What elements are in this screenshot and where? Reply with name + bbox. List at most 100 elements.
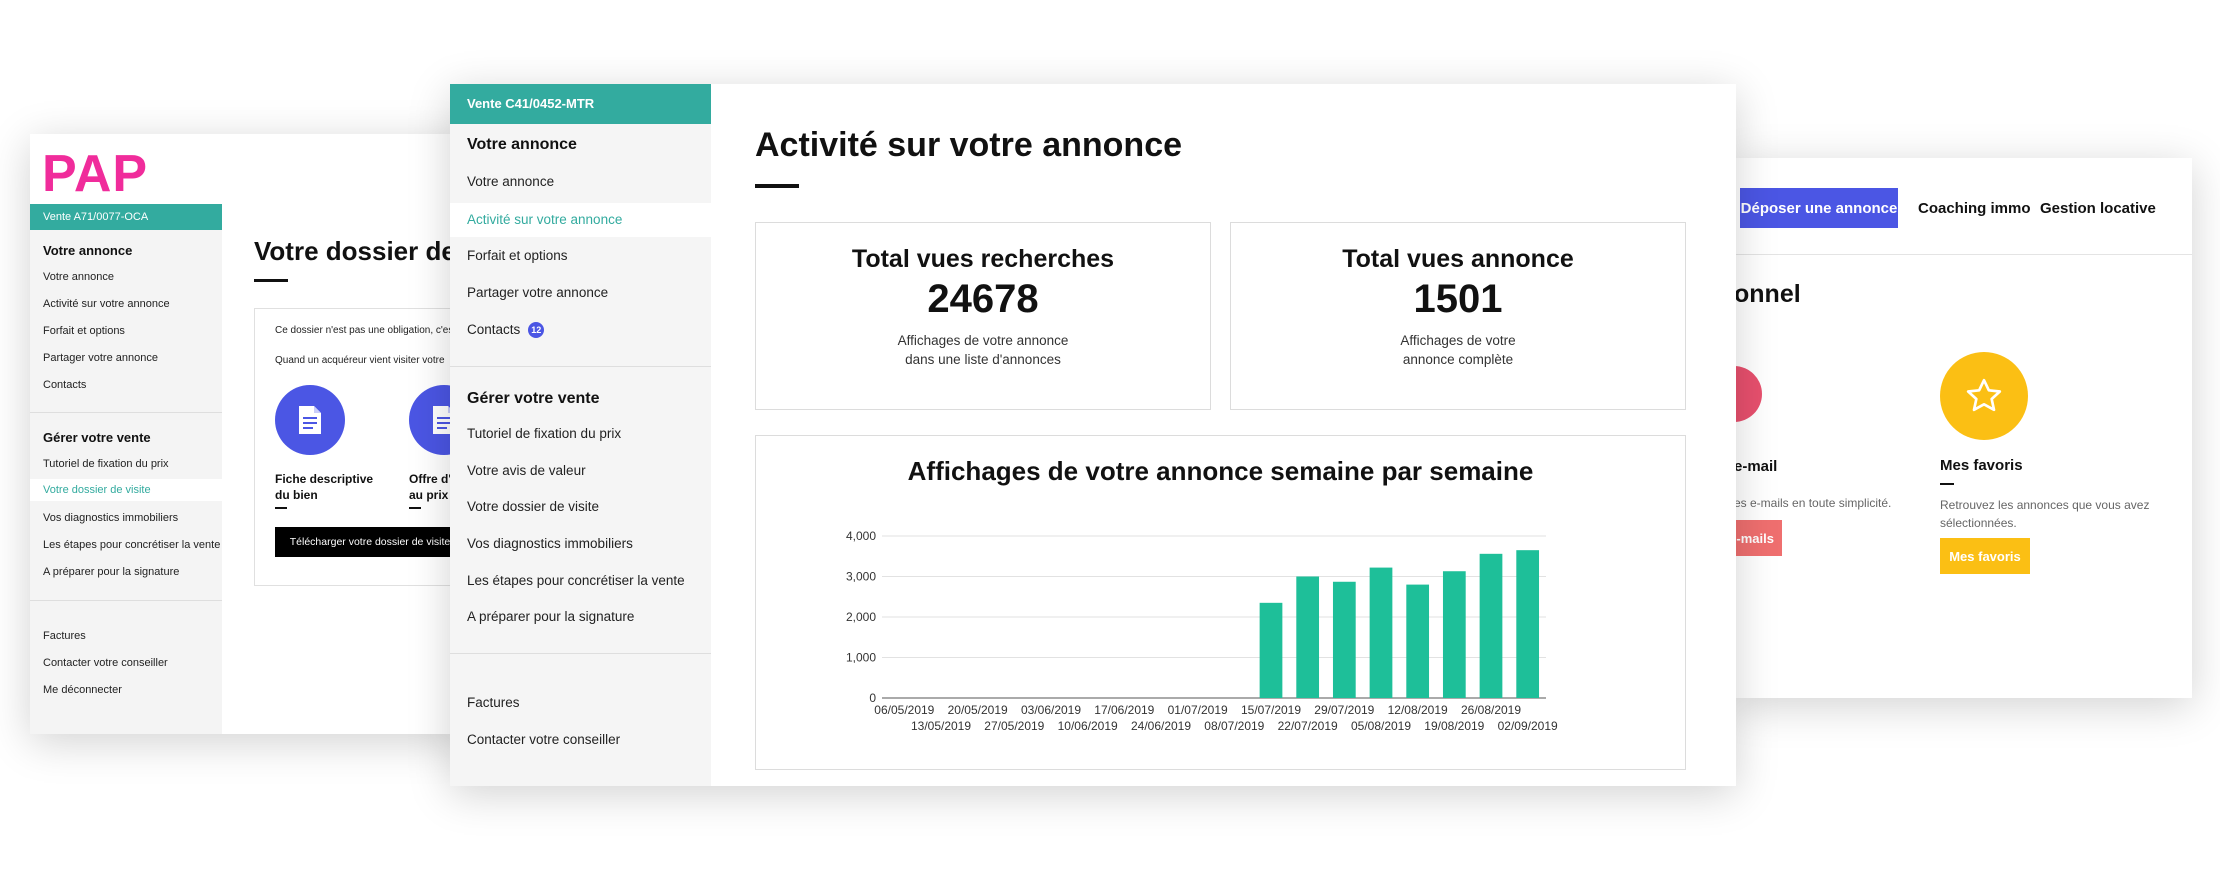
sidebar-section-title: Gérer votre vente <box>43 430 151 445</box>
sidebar-item-contacts[interactable]: Contacts <box>43 379 87 391</box>
email-card-title: e-mail <box>1734 458 1778 475</box>
sidebar-item-avis-valeur[interactable]: Votre avis de valeur <box>467 463 586 478</box>
sidebar-item-etapes[interactable]: Les étapes pour concrétiser la vente <box>467 573 685 588</box>
sidebar-item-forfait[interactable]: Forfait et options <box>467 248 568 263</box>
sidebar-item-dossier-visite[interactable]: Votre dossier de visite <box>30 479 222 501</box>
nav-coaching-immo[interactable]: Coaching immo <box>1918 200 2031 217</box>
sidebar-item-signature[interactable]: A préparer pour la signature <box>467 609 635 624</box>
x-tick-label: 01/07/2019 <box>1168 703 1228 717</box>
chart-bar <box>1296 576 1320 698</box>
weekly-chart-card: Affichages de votre annonce semaine par … <box>755 435 1686 770</box>
chart-title: Affichages de votre annonce semaine par … <box>907 456 1534 486</box>
favoris-card-title: Mes favoris <box>1940 457 2023 474</box>
activity-panel: Vente C41/0452-MTR Votre annonce Votre a… <box>450 84 1736 786</box>
x-tick-label: 29/07/2019 <box>1314 703 1374 717</box>
x-tick-label: 10/06/2019 <box>1058 719 1118 733</box>
contacts-count-badge: 12 <box>528 322 545 338</box>
nav-gestion-locative[interactable]: Gestion locative <box>2040 200 2156 217</box>
weekly-bar-chart: 0 1,000 2,000 3,000 4,000 06/05/2019 13/05/201… <box>846 529 1558 733</box>
sale-reference: Vente C41/0452-MTR <box>450 84 711 124</box>
email-icon-circle <box>1734 366 1762 422</box>
chart-bar <box>1332 581 1356 698</box>
sidebar-section-title: Gérer votre vente <box>467 390 600 407</box>
sidebar-item-diagnostics[interactable]: Vos diagnostics immobiliers <box>43 512 179 524</box>
pap-logo[interactable]: PAP <box>42 145 149 203</box>
email-button[interactable]: -mails <box>1734 520 1782 556</box>
sidebar-divider <box>450 366 711 367</box>
chart-bar <box>1406 584 1430 698</box>
doc-label-line: Fiche descriptive <box>275 472 374 486</box>
x-tick-label: 22/07/2019 <box>1278 719 1338 733</box>
favoris-divider <box>1940 483 1954 485</box>
sidebar-item-etapes[interactable]: Les étapes pour concrétiser la vente <box>43 539 221 551</box>
favoris-card-description: Retrouvez les annonces que vous avez sél… <box>1940 498 2150 530</box>
stat-description: Affichages de votre annonce complète <box>1231 331 1685 369</box>
sidebar-section-title: Votre annonce <box>467 136 577 153</box>
stat-card-recherches: Total vues recherches 24678 Affichages d… <box>755 222 1211 410</box>
sidebar-divider <box>450 653 711 654</box>
sidebar-item-deconnecter[interactable]: Me déconnecter <box>43 684 122 696</box>
y-tick-label: 1,000 <box>846 651 876 665</box>
box-intro-text: Ce dossier n'est pas une obligation, c'e… <box>275 325 457 336</box>
sidebar-item-activite[interactable]: Activité sur votre annonce <box>43 298 170 310</box>
x-tick-label: 27/05/2019 <box>984 719 1044 733</box>
x-tick-label: 02/09/2019 <box>1498 719 1558 733</box>
x-tick-label: 06/05/2019 <box>874 703 934 717</box>
stat-value: 24678 <box>927 277 1039 321</box>
dossier-box: Ce dossier n'est pas une obligation, c'e… <box>254 308 470 586</box>
x-tick-label: 24/06/2019 <box>1131 719 1191 733</box>
sidebar-item-tutoriel[interactable]: Tutoriel de fixation du prix <box>467 426 622 441</box>
main-sidebar: Vente C41/0452-MTR Votre annonce Votre a… <box>450 84 711 786</box>
doc-label-line: du bien <box>275 488 318 502</box>
title-underline <box>254 279 288 282</box>
x-tick-label: 13/05/2019 <box>911 719 971 733</box>
deposer-annonce-button[interactable]: Déposer une annonce <box>1740 188 1898 228</box>
stat-card-annonce: Total vues annonce 1501 Affichages de vo… <box>1230 222 1686 410</box>
download-dossier-button[interactable]: Télécharger votre dossier de visite <box>275 527 465 557</box>
stat-value: 1501 <box>1413 277 1503 321</box>
sidebar-item-tutoriel[interactable]: Tutoriel de fixation du prix <box>43 458 169 470</box>
sidebar-item-contacts[interactable]: Contacts 12 <box>467 322 545 338</box>
stat-title: Total vues annonce <box>1342 245 1574 273</box>
y-tick-label: 4,000 <box>846 529 876 543</box>
doc-label-fiche: Fiche descriptive du bien <box>275 471 373 503</box>
sidebar-item-contacter-conseiller[interactable]: Contacter votre conseiller <box>467 732 621 747</box>
x-tick-label: 05/08/2019 <box>1351 719 1411 733</box>
favoris-button[interactable]: Mes favoris <box>1940 538 2030 574</box>
x-tick-label: 17/06/2019 <box>1094 703 1154 717</box>
stat-title: Total vues recherches <box>851 245 1115 273</box>
sidebar-item-dossier-visite[interactable]: Votre dossier de visite <box>467 499 600 514</box>
sidebar-item-partager[interactable]: Partager votre annonce <box>43 352 158 364</box>
sidebar-section-title: Votre annonce <box>43 243 133 258</box>
sidebar-item-activite[interactable]: Activité sur votre annonce <box>450 203 711 237</box>
x-tick-label: 20/05/2019 <box>948 703 1008 717</box>
x-tick-label: 26/08/2019 <box>1461 703 1521 717</box>
box-intro-text: Quand un acquéreur vient visiter votre <box>275 355 445 366</box>
stat-description: Affichages de votre annonce dans une lis… <box>756 331 1210 369</box>
sidebar-item-votre-annonce[interactable]: Votre annonce <box>467 174 555 189</box>
document-icon[interactable] <box>275 385 345 455</box>
chart-bar <box>1516 550 1540 698</box>
chart-bar <box>1369 567 1393 698</box>
chart-bar <box>1259 602 1283 698</box>
sidebar-divider <box>30 600 222 601</box>
sidebar-item-votre-annonce[interactable]: Votre annonce <box>43 271 114 283</box>
dossier-visite-panel: PAP Vente A71/0077-OCA Votre annonce Vot… <box>30 134 470 734</box>
section-title: onnel <box>1734 280 1801 308</box>
chart-bar <box>1479 553 1503 698</box>
sidebar-item-factures[interactable]: Factures <box>467 695 520 710</box>
sidebar-item-contacter-conseiller[interactable]: Contacter votre conseiller <box>43 657 168 669</box>
star-icon <box>1940 352 2028 440</box>
sidebar-item-signature[interactable]: A préparer pour la signature <box>43 566 180 578</box>
title-underline <box>755 184 799 188</box>
doc-label-offre: Offre d' au prix <box>409 471 451 503</box>
y-tick-label: 0 <box>869 691 876 705</box>
stat-description-line: Affichages de votre annonce <box>897 333 1069 348</box>
sidebar-item-diagnostics[interactable]: Vos diagnostics immobiliers <box>467 536 633 551</box>
doc-divider <box>275 507 287 509</box>
sidebar-item-partager[interactable]: Partager votre annonce <box>467 285 609 300</box>
sidebar-item-forfait[interactable]: Forfait et options <box>43 325 125 337</box>
sidebar-item-factures[interactable]: Factures <box>43 630 86 642</box>
y-tick-label: 2,000 <box>846 610 876 624</box>
stat-description-line: dans une liste d'annonces <box>905 352 1061 367</box>
